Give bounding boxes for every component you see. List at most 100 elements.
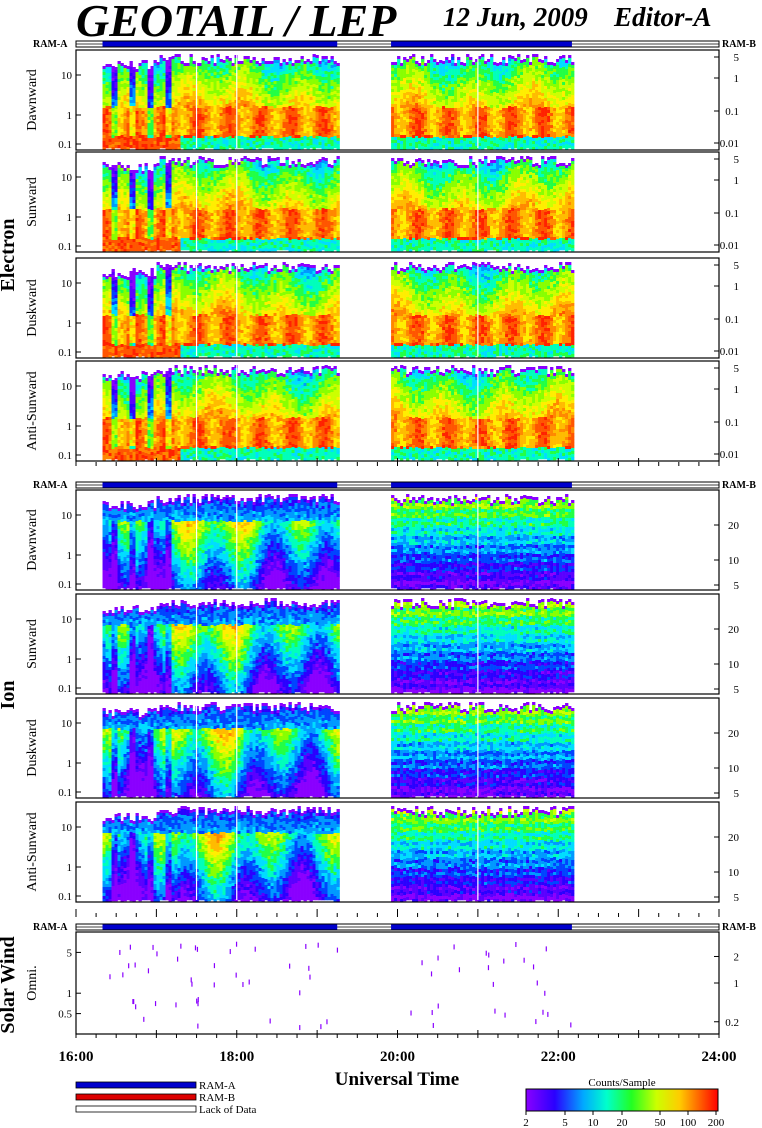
right-tick-label: 10 [728,659,740,671]
left-tick-label: 10 [61,70,73,82]
right-tick-label: 0.1 [725,314,739,326]
panel-label: Dawnward [25,509,40,570]
left-tick-label: 1 [67,862,73,874]
x-axis-label: Universal Time [335,1069,459,1090]
ram-a-segment-19:55 [391,483,572,488]
right-tick-label: 5 [734,154,740,166]
legend-swatch-0 [76,1082,196,1088]
right-tick-label: 0.2 [725,1017,739,1029]
solar-wind-dot [537,980,538,985]
solar-wind-dot [410,1011,411,1016]
solar-wind-dot [308,966,309,971]
solar-wind-dot [119,950,120,955]
solar-wind-dot [326,1019,327,1024]
left-tick-label: 1 [67,110,73,122]
x-tick-label-18:00: 18:00 [219,1049,254,1065]
right-tick-label: 20 [728,624,740,636]
ram-a-segment-16:20 [103,925,338,930]
solar-wind-dot [195,945,196,950]
left-tick-label: 1 [67,988,73,1000]
right-tick-label: 0.01 [720,449,739,461]
solar-wind-frame [76,932,719,1034]
left-tick-label: 1 [67,550,73,562]
group-label-solar-wind: Solar Wind [0,936,19,1033]
solar-wind-dot [155,1001,156,1006]
legend-label-2: Lack of Data [199,1104,257,1116]
right-tick-label: 20 [728,728,740,740]
left-tick-label: 5 [67,947,73,959]
solar-wind-dot [156,951,157,956]
left-tick-label: 1 [67,212,73,224]
colorbar-tick-label-20: 20 [617,1117,629,1128]
solar-wind-dot [459,967,460,972]
right-tick-label: 20 [728,520,740,532]
colorbar-title: Counts/Sample [588,1077,655,1089]
left-tick-label: 1 [67,318,73,330]
solar-wind-dot [270,1018,271,1023]
solar-wind-dot [242,982,243,987]
right-tick-label: 0.01 [720,240,739,252]
solar-wind-dot [544,991,545,996]
ram-a-segment-16:20 [103,483,338,488]
ram-b-label: RAM-B [722,922,756,933]
right-tick-label: 1 [734,175,740,187]
right-tick-label: 0.1 [725,417,739,429]
solar-wind-dot [299,990,300,995]
ram-a-label: RAM-A [33,480,68,491]
solar-wind-dot [214,963,215,968]
right-tick-label: 10 [728,867,740,879]
left-tick-label: 0.1 [58,787,72,799]
solar-wind-dot [130,945,131,950]
solar-wind-dot [191,982,192,987]
solar-wind-dot [180,944,181,949]
x-tick-label-20:00: 20:00 [380,1049,415,1065]
left-tick-label: 0.1 [58,241,72,253]
solar-wind-dot [152,945,153,950]
panel-ion-dawnward [103,492,575,590]
solar-wind-dot [433,1023,434,1028]
left-tick-label: 10 [61,172,73,184]
panel-label: Duskward [25,279,40,337]
solar-wind-dot [309,975,310,980]
left-tick-label: 1 [67,654,73,666]
left-tick-label: 0.1 [58,579,72,591]
solar-wind-dot [488,965,489,970]
solar-wind-dot [504,1013,505,1018]
legend-swatch-1 [76,1094,196,1100]
solar-wind-dot [486,951,487,956]
right-tick-label: 0.1 [725,208,739,220]
solar-wind-dot [533,964,534,969]
solar-wind-dot [230,949,231,954]
left-tick-label: 0.5 [58,1009,72,1021]
solar-wind-dot [547,1012,548,1017]
right-tick-label: 10 [728,763,740,775]
right-tick-label: 5 [734,260,740,272]
ram-a-segment-19:55 [391,925,572,930]
solar-wind-dot [133,999,134,1004]
solar-wind-dot [197,947,198,952]
right-tick-label: 2 [734,951,740,963]
solar-wind-dot [191,977,192,982]
solar-wind-dot [320,1024,321,1029]
solar-wind-dot [421,960,422,965]
left-tick-label: 1 [67,758,73,770]
ram-a-segment-19:55 [391,42,572,47]
ram-a-segment-16:20 [103,42,338,47]
panel-label: Anti-Sunward [25,812,40,891]
solar-wind-dot [453,944,454,949]
legend-label-0: RAM-A [199,1080,236,1092]
solar-wind-dot [337,948,338,953]
solar-wind-dot [494,1009,495,1014]
left-tick-label: 0.1 [58,347,72,359]
panel-label: Sunward [25,177,40,227]
right-tick-label: 0.01 [720,346,739,358]
legend-swatch-2 [76,1106,196,1112]
solar-wind-dot [236,973,237,978]
left-tick-label: 10 [61,822,73,834]
panel-ion-sunward [103,596,575,694]
panel-electron-anti-sunward [103,363,575,461]
solar-wind-dot [249,980,250,985]
colorbar [526,1089,718,1111]
right-tick-label: 1 [734,978,740,990]
